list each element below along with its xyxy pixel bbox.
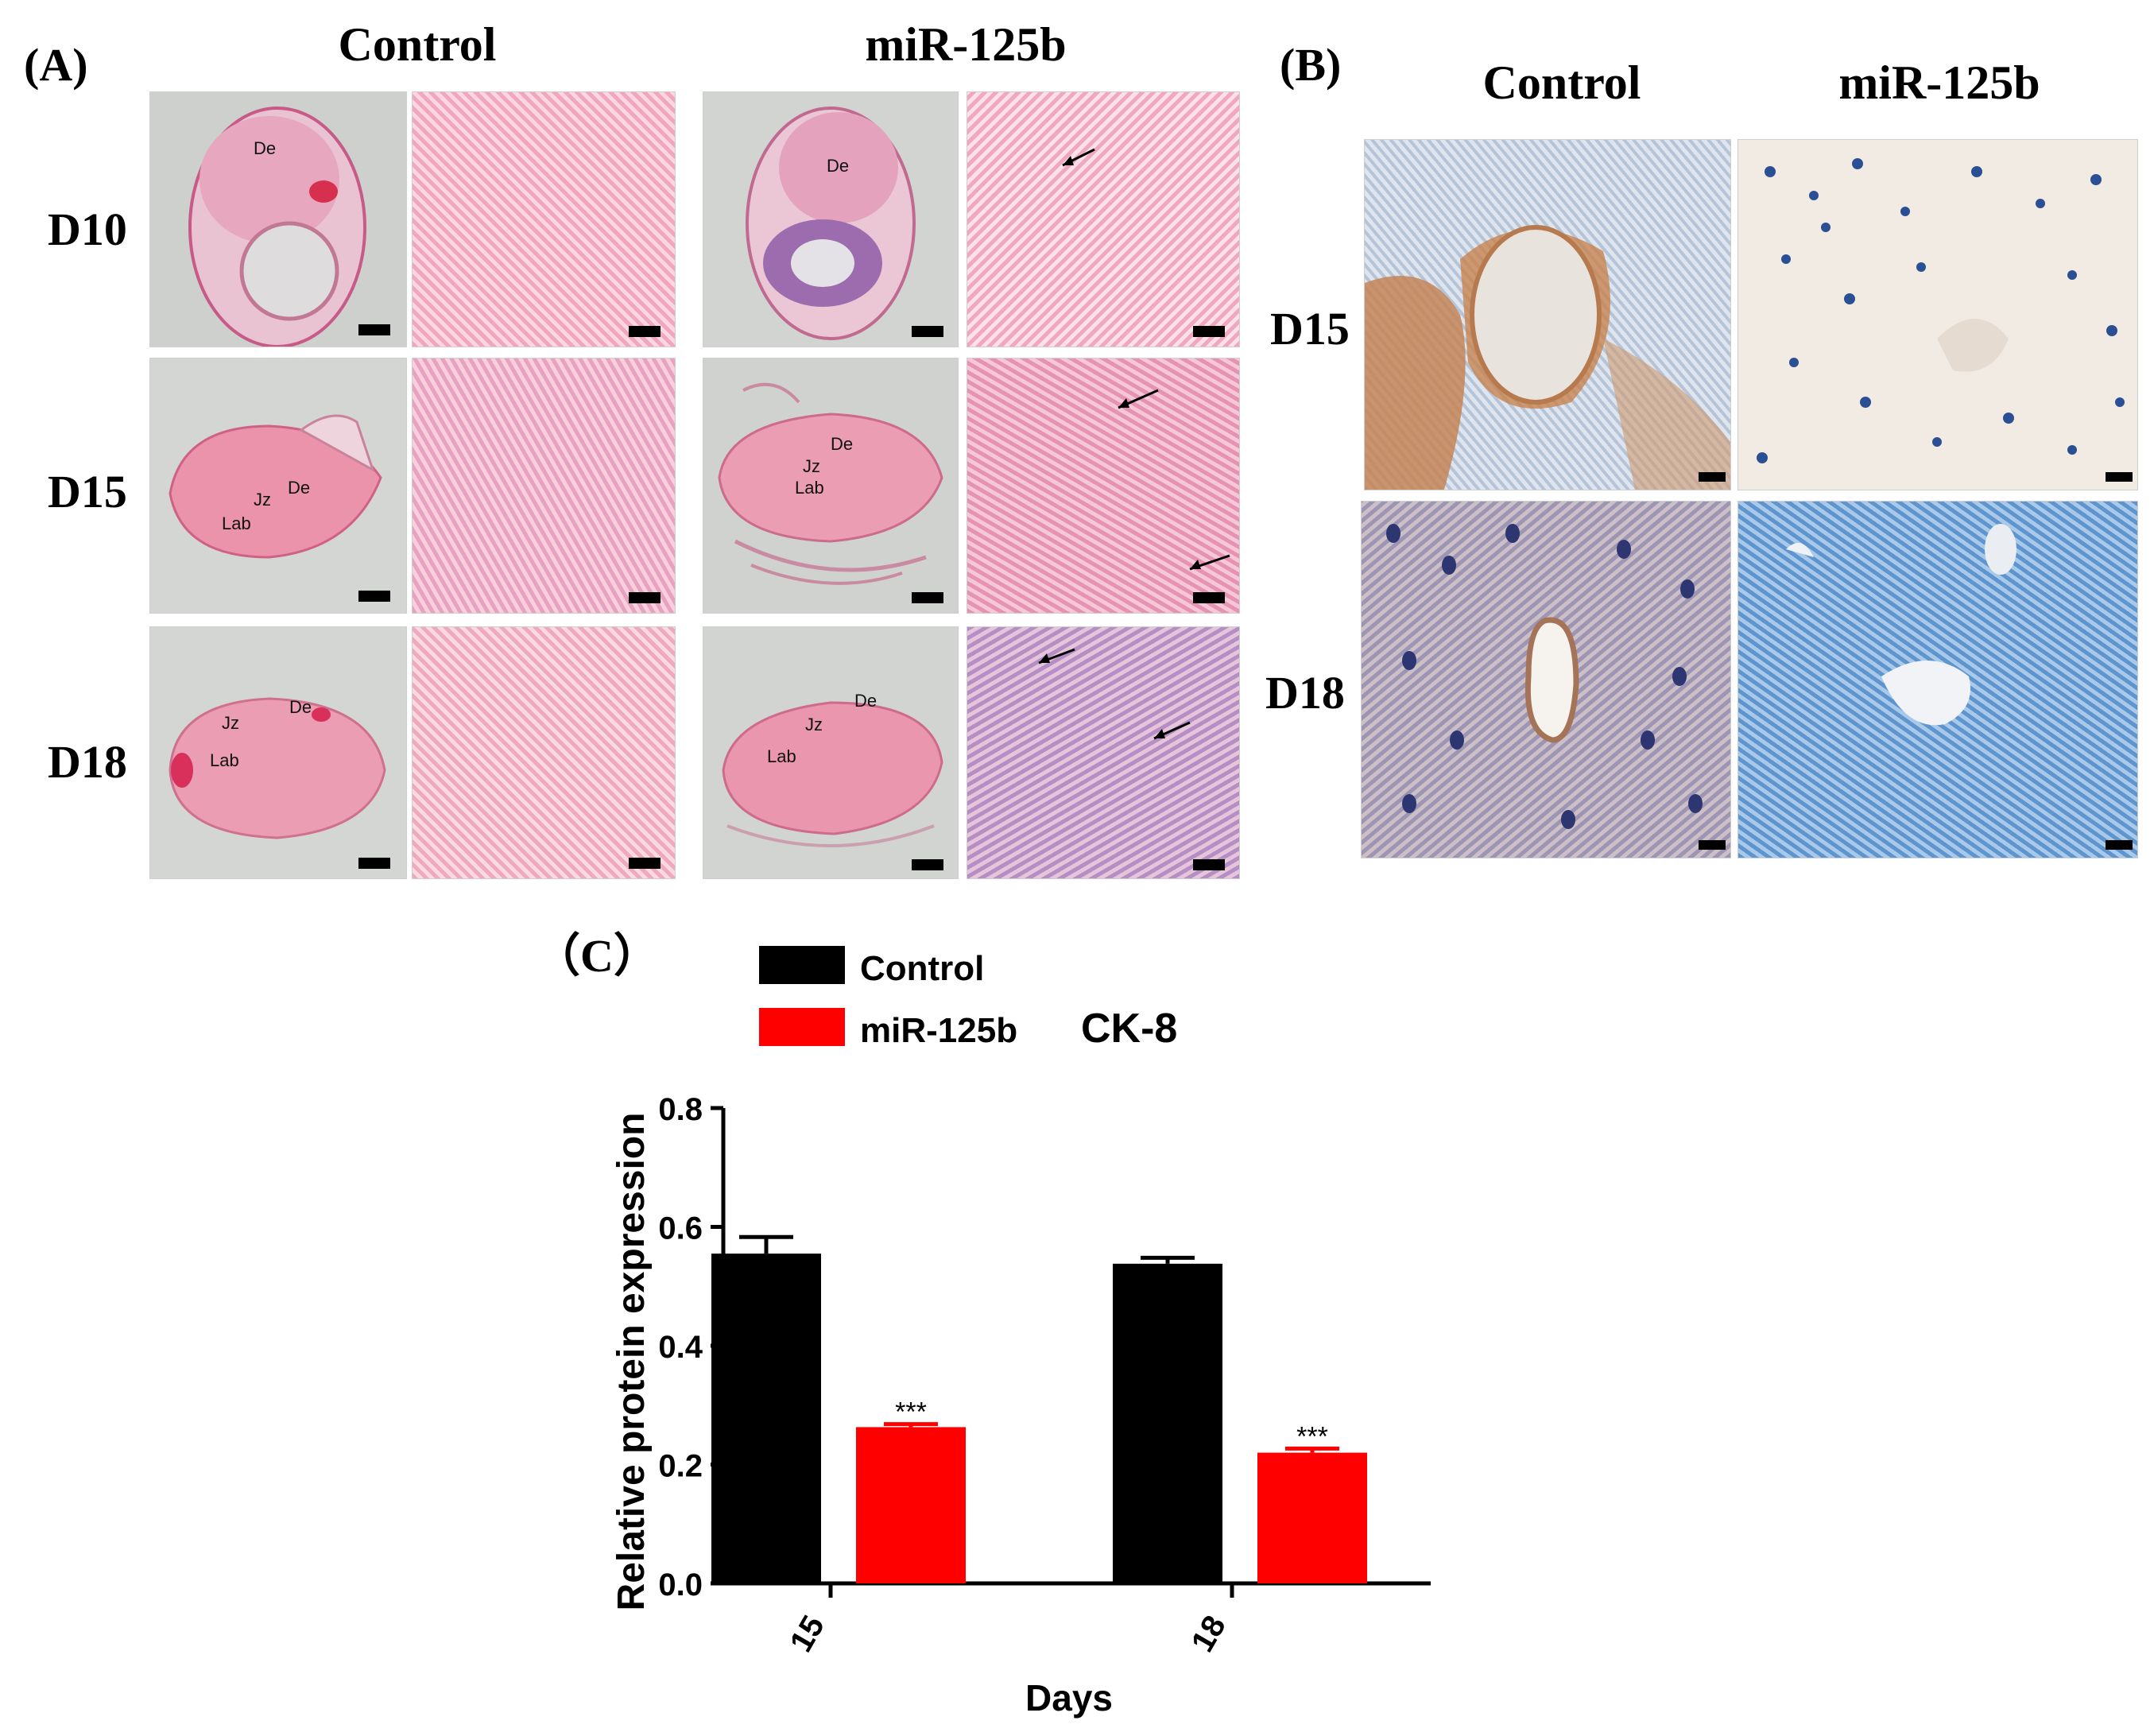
panel-b-row-label-d15: D15 [1270, 303, 1350, 355]
panel-a-row-label-d18: D18 [48, 736, 127, 788]
d18-mir-tissue-label-de: De [854, 691, 877, 711]
d15-mir-tissue-label-jz: Jz [803, 456, 820, 476]
panel-a-row-label-d15: D15 [48, 466, 127, 517]
bar-Control-18 [1113, 1263, 1222, 1583]
d10-mir-overview-image: De [703, 91, 959, 347]
d18-control-ihc-image [1361, 501, 1731, 858]
scale-bar [358, 858, 390, 869]
x-tick-label: 15 [784, 1610, 831, 1658]
bar-miR-125b-15 [856, 1427, 966, 1583]
d15-mir-overview-image: De Jz Lab [703, 358, 959, 614]
panel-b-label: (B) [1280, 39, 1342, 91]
d18-mir-tissue-label-lab: Lab [767, 746, 796, 766]
d10-control-overview-image: De [149, 91, 407, 347]
y-tick-label: 0.2 [658, 1449, 703, 1484]
x-tick-label: 18 [1185, 1610, 1233, 1658]
panel-c-label: （C） [534, 930, 660, 982]
d18-control-tissue-label-lab: Lab [210, 750, 239, 770]
d15-control-ihc-image [1364, 139, 1731, 490]
panel-a-label: (A) [24, 39, 88, 91]
d15-mir-ihc-image [1738, 139, 2138, 490]
d18-mir-overview-image: De Jz Lab [703, 626, 959, 879]
d15-control-tissue-label-de: De [288, 478, 311, 498]
legend-label-control: Control [860, 949, 984, 988]
y-tick-label: 0.6 [658, 1211, 703, 1246]
scale-bar [2106, 840, 2133, 850]
scale-bar [1699, 472, 1726, 482]
chart-title: CK-8 [1081, 1006, 1177, 1052]
d10-mir-detail-image [967, 91, 1240, 347]
panel-a-row-label-d10: D10 [48, 203, 127, 255]
bar-Control-15 [711, 1254, 821, 1583]
panel-a-mir-header: miR-125b [865, 18, 1067, 71]
bar-miR-125b-18 [1257, 1452, 1367, 1583]
y-tick-label: 0.8 [658, 1092, 703, 1127]
x-axis-label: Days [1025, 1677, 1113, 1719]
d15-control-tissue-label-lab: Lab [222, 513, 251, 533]
d15-control-overview-image: Jz De Lab [149, 358, 407, 614]
significance-marker: *** [1296, 1421, 1328, 1451]
y-tick-label: 0.0 [658, 1567, 703, 1602]
y-tick-label: 0.4 [658, 1330, 703, 1365]
scale-bar [912, 326, 943, 337]
scale-bar [629, 592, 661, 603]
scale-bar [1193, 859, 1225, 870]
d10-mir-tissue-label-de: De [827, 156, 850, 176]
legend-label-mir: miR-125b [860, 1011, 1017, 1050]
scale-bar [358, 591, 390, 602]
d18-control-tissue-label-de: De [289, 697, 312, 717]
chart-bars: *** *** [711, 1234, 1367, 1583]
legend-swatch-control [759, 946, 845, 984]
scale-bar [912, 859, 943, 870]
d18-mir-tissue-label-jz: Jz [805, 715, 823, 734]
scale-bar [629, 858, 661, 869]
d18-control-tissue-label-jz: Jz [222, 713, 239, 733]
d15-mir-tissue-label-lab: Lab [795, 478, 824, 498]
panel-b-control-header: Control [1482, 56, 1641, 109]
scale-bar [629, 326, 661, 337]
d18-control-detail-image [412, 626, 676, 879]
scale-bar [2106, 472, 2133, 482]
legend-swatch-mir [759, 1008, 845, 1046]
d15-control-detail-image [412, 358, 676, 614]
d15-mir-tissue-label-de: De [831, 434, 854, 454]
panel-b-row-label-d18: D18 [1265, 667, 1345, 719]
y-axis-label: Relative protein expression [610, 1113, 653, 1611]
scale-bar [358, 324, 390, 335]
d10-control-tissue-label-de: De [254, 138, 277, 158]
d15-mir-detail-image [967, 358, 1240, 614]
d18-mir-detail-image [967, 626, 1240, 879]
scale-bar [1699, 840, 1726, 850]
d18-mir-ihc-image [1738, 501, 2138, 858]
d15-control-tissue-label-jz: Jz [254, 490, 271, 510]
panel-a-control-header: Control [338, 18, 497, 71]
ck8-bar-chart: Control miR-125b CK-8 0.0 0.2 0.4 0.6 0.8Rel… [610, 946, 1431, 1719]
d10-control-detail-image [412, 91, 676, 347]
panel-b-mir-header: miR-125b [1838, 56, 2040, 109]
significance-marker: *** [895, 1397, 927, 1428]
scale-bar [1193, 326, 1225, 337]
d18-control-overview-image: Jz De Lab [149, 626, 407, 879]
scale-bar [1193, 592, 1225, 603]
scale-bar [912, 592, 943, 603]
